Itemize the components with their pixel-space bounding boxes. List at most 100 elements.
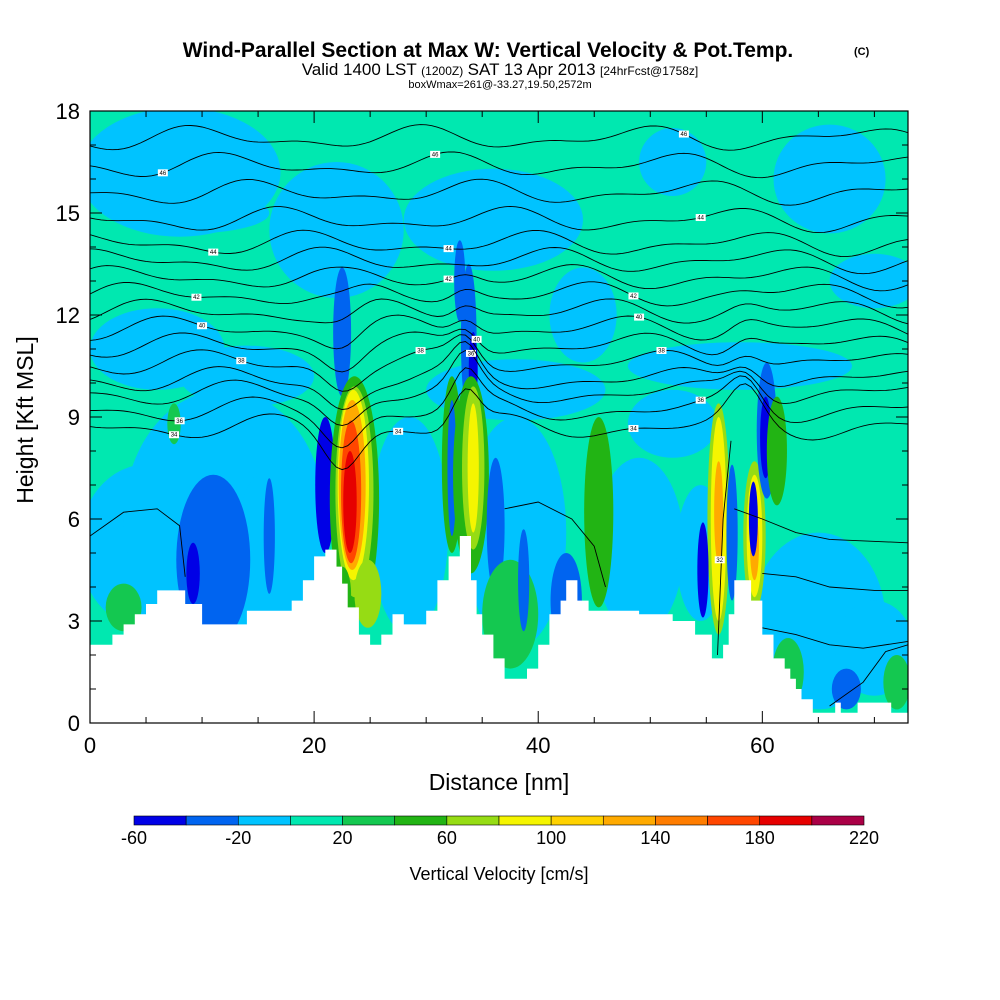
chart-title: Wind-Parallel Section at Max W: Vertical…: [183, 39, 794, 62]
velocity-region: [829, 253, 908, 309]
isentrope-line: [90, 328, 908, 373]
contour-label-bg: [415, 347, 426, 355]
isentrope-line: [90, 383, 908, 471]
low-contour-line: [762, 627, 908, 649]
terrain-shape: [90, 536, 908, 723]
colorbar-bin: [342, 815, 396, 826]
contour-label: 46: [681, 132, 688, 138]
low-contour-line: [829, 644, 908, 707]
isentrope-line: [90, 178, 908, 206]
velocity-region: [627, 342, 852, 390]
colorbar-label: 60: [437, 828, 457, 848]
contour-label-bg: [634, 313, 645, 321]
y-tick-label: 12: [56, 303, 80, 328]
colorbar-label: -20: [225, 828, 251, 848]
velocity-region: [186, 542, 200, 605]
contour-label: 42: [630, 294, 637, 300]
velocity-region: [403, 168, 584, 271]
isentrope-line: [90, 281, 908, 309]
y-tick-label: 15: [56, 201, 80, 226]
velocity-region: [773, 124, 886, 234]
isentrope-line: [90, 124, 908, 151]
x-tick-label: 0: [84, 733, 96, 758]
contour-label-bg: [678, 130, 689, 138]
colorbar-bin: [446, 815, 500, 826]
contour-label-bg: [443, 275, 454, 283]
contour-label: 46: [159, 171, 166, 177]
colorbar-bin: [290, 815, 343, 826]
colorbar-bin: [707, 815, 761, 826]
velocity-region: [639, 128, 707, 196]
isentrope-line: [90, 151, 908, 179]
isentrope-line: [90, 349, 908, 426]
velocity-region: [105, 583, 142, 632]
contour-label: 44: [697, 216, 704, 222]
velocity-region: [592, 451, 606, 553]
velocity-region: [726, 464, 738, 601]
y-tick-label: 0: [68, 711, 80, 736]
colorbar-label: 20: [333, 828, 353, 848]
contour-label: 38: [658, 349, 665, 355]
contour-label-bg: [443, 245, 454, 253]
low-contour-line: [90, 508, 186, 577]
velocity-region: [112, 192, 270, 234]
velocity-region: [697, 522, 709, 618]
contour-label: 36: [176, 419, 183, 425]
contour-label: 34: [630, 426, 637, 432]
colorbar-bin: [550, 815, 604, 826]
colorbar: -60 -20 20 60 100 140 180 220: [121, 815, 879, 848]
y-tick-label: 9: [68, 405, 80, 430]
contour-label-bg: [174, 417, 185, 425]
velocity-region: [748, 481, 758, 557]
contour-label: 34: [395, 429, 402, 435]
contour-label-bg: [169, 431, 180, 439]
low-contour-line: [762, 572, 908, 591]
isentrope-line: [90, 264, 908, 292]
isentrope-line: [90, 229, 908, 258]
y-tick-label: 6: [68, 507, 80, 532]
colorbar-bin: [237, 815, 291, 826]
contour-label: 38: [417, 349, 424, 355]
low-contour-line: [504, 501, 606, 588]
contour-label: 32: [716, 558, 723, 564]
contour-label: 44: [445, 247, 452, 253]
isentrope-line: [90, 205, 908, 234]
contour-label-bg: [471, 335, 482, 343]
contour-label: 42: [193, 295, 200, 301]
velocity-region: [343, 451, 357, 553]
contour-label: 40: [199, 324, 206, 330]
colorbar-bin: [602, 815, 656, 826]
velocity-region: [370, 417, 449, 635]
colorbar-label: 140: [640, 828, 670, 848]
velocity-region: [486, 457, 505, 594]
contour-label-bg: [628, 292, 639, 300]
colorbar-bin: [498, 815, 552, 826]
contour-label-bg: [208, 248, 219, 256]
title-mark: (C): [854, 46, 870, 58]
isentrope-line: [90, 367, 908, 449]
subtitle-forecast: [24hrFcst@1758z]: [600, 64, 698, 78]
velocity-region: [354, 559, 382, 628]
velocity-region: [594, 457, 684, 635]
contour-label: 44: [210, 250, 217, 256]
x-tick-label: 60: [750, 733, 774, 758]
contour-label-bg: [430, 150, 441, 158]
velocity-region: [518, 529, 530, 632]
low-contour-line: [734, 508, 908, 544]
x-axis-title: Distance [nm]: [429, 769, 570, 795]
contour-label: 46: [432, 152, 439, 158]
colorbar-label: -60: [121, 828, 147, 848]
colorbar-label: 220: [849, 828, 879, 848]
contour-label: 36: [468, 351, 475, 357]
velocity-region: [333, 267, 352, 397]
x-tick-label: 40: [526, 733, 550, 758]
contour-label-bg: [628, 424, 639, 432]
colorbar-bin: [394, 815, 448, 826]
subtitle-date: SAT 13 Apr 2013: [468, 60, 596, 79]
contour-label: 42: [445, 277, 452, 283]
contour-label-bg: [157, 169, 168, 177]
colorbar-label: 100: [536, 828, 566, 848]
subtitle-valid: Valid 1400 LST: [302, 60, 417, 79]
